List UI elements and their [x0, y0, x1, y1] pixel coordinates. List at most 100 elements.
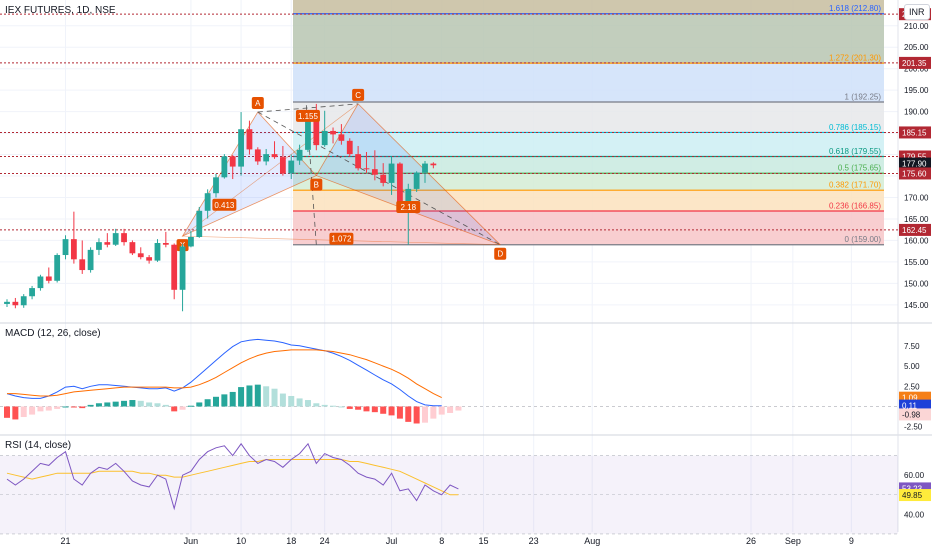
pattern-ratio-label: 0.413	[214, 201, 235, 210]
time-tick-label: 24	[320, 536, 330, 546]
price-badge-label: 177.90	[902, 160, 927, 169]
candle-body	[363, 168, 370, 170]
time-tick-label: Jul	[386, 536, 398, 546]
time-tick-label: 21	[61, 536, 71, 546]
pattern-ratio-label: 1.072	[331, 235, 352, 244]
macd-histogram-bar	[438, 406, 445, 415]
time-axis[interactable]: 21 Jun 10 18 24 Jul 8 15 23 Aug 26 Sep 9	[61, 536, 854, 546]
macd-histogram-bar	[388, 406, 395, 416]
macd-line	[6, 338, 442, 407]
macd-histogram-bar	[355, 406, 362, 410]
candle-body	[37, 276, 44, 289]
candle-body	[288, 160, 295, 174]
macd-histogram-bar	[45, 406, 52, 411]
candle-body	[62, 239, 69, 256]
rsi-value-label: 53.23	[902, 484, 923, 493]
candle-body	[279, 157, 286, 174]
candle-body	[188, 236, 194, 247]
price-tick-label: 205.00	[904, 43, 929, 52]
macd-histogram-bar	[104, 402, 111, 407]
price-tick-label: 155.00	[904, 258, 929, 267]
macd-histogram-bar	[12, 406, 19, 420]
macd-histogram-bar	[95, 403, 102, 407]
candle-body	[121, 233, 127, 243]
candle-body	[355, 154, 362, 169]
candle-body	[397, 163, 403, 203]
macd-histogram-bar	[62, 406, 69, 408]
macd-histogram-bar	[229, 391, 236, 407]
rsi-title: RSI (14, close)	[5, 440, 72, 451]
fib-level-label: 0.382 (171.70)	[829, 181, 881, 190]
candle-body	[146, 257, 153, 261]
currency-label[interactable]: INR	[904, 4, 930, 20]
pattern-ratio-badge	[396, 200, 421, 213]
candle-body	[221, 156, 228, 178]
fib-zone	[293, 13, 884, 64]
macd-histogram-bar	[179, 406, 186, 410]
macd-histogram-bar	[330, 405, 337, 407]
time-tick-label: 23	[529, 536, 539, 546]
macd-histogram-bar	[112, 401, 119, 407]
price-tick-label: 195.00	[904, 86, 929, 95]
price-badge	[899, 223, 931, 236]
rsi-ma-line	[6, 459, 459, 496]
macd-histogram-bar	[380, 406, 387, 414]
price-badge	[899, 56, 931, 69]
macd-pane[interactable]: 7.50 5.00 2.50 -2.50 1.090.11-0.98	[0, 338, 931, 432]
harmonic-point-label: D	[497, 250, 503, 259]
price-badge-label: 175.60	[902, 169, 927, 178]
macd-histogram-bar	[422, 406, 428, 423]
price-badge-label: 201.35	[902, 59, 927, 68]
time-tick-label: 9	[849, 536, 854, 546]
rsi-value-label: 49.85	[902, 491, 923, 500]
candle-body	[196, 210, 203, 237]
macd-histogram-bar	[37, 406, 44, 412]
macd-histogram-bar	[137, 400, 144, 407]
macd-histogram-bar	[70, 406, 77, 408]
time-tick-label: Sep	[785, 536, 801, 546]
candle-body	[380, 174, 387, 183]
fibonacci-retracement[interactable]: 0 (159.00) 0.236 (166.85) 0.382 (171.70) 0.…	[293, 0, 884, 246]
macd-histogram-bar	[221, 394, 228, 407]
candle-body	[137, 253, 144, 258]
harmonic-bd-line	[257, 111, 501, 246]
candle-body	[179, 246, 186, 290]
horizontal-lines[interactable]	[0, 13, 898, 231]
candle-body	[129, 242, 136, 254]
harmonic-point-label: B	[314, 181, 319, 190]
candle-body	[388, 163, 395, 183]
candle-body	[112, 233, 119, 245]
macd-histogram-bar	[263, 386, 270, 407]
candle-body	[45, 276, 52, 281]
macd-histogram-bar	[254, 384, 261, 407]
harmonic-point-label: A	[255, 99, 261, 108]
candle-body	[154, 243, 161, 261]
macd-histogram-bar	[29, 406, 36, 415]
candle-body	[330, 130, 336, 135]
fib-level-label: 0.236 (166.85)	[829, 202, 881, 211]
macd-histogram-bar	[313, 403, 320, 407]
price-tick-label: 150.00	[904, 279, 929, 288]
harmonic-point-label: C	[355, 91, 361, 100]
candle-body	[171, 244, 178, 290]
macd-value-label: 1.09	[902, 394, 918, 403]
macd-histogram-bar	[129, 400, 136, 407]
candle-body	[413, 172, 420, 189]
macd-value-label: 0.11	[902, 402, 918, 411]
macd-histogram-bar	[304, 400, 311, 407]
macd-histogram-bar	[455, 406, 462, 411]
price-badge	[899, 157, 931, 170]
pattern-ratio-badge	[295, 109, 320, 122]
candle-body	[4, 301, 10, 304]
macd-histogram-bar	[279, 393, 286, 407]
price-axis[interactable]: 145.00 150.00 155.00 160.00 165.00 170.00 175.…	[899, 8, 931, 310]
candle-body	[79, 259, 86, 271]
candle-body	[254, 149, 261, 162]
candle-body	[246, 129, 253, 150]
candle-body	[54, 255, 61, 281]
macd-histogram-bar	[196, 402, 203, 407]
harmonic-xc-line	[182, 103, 359, 237]
harmonic-point-badge	[352, 88, 365, 101]
